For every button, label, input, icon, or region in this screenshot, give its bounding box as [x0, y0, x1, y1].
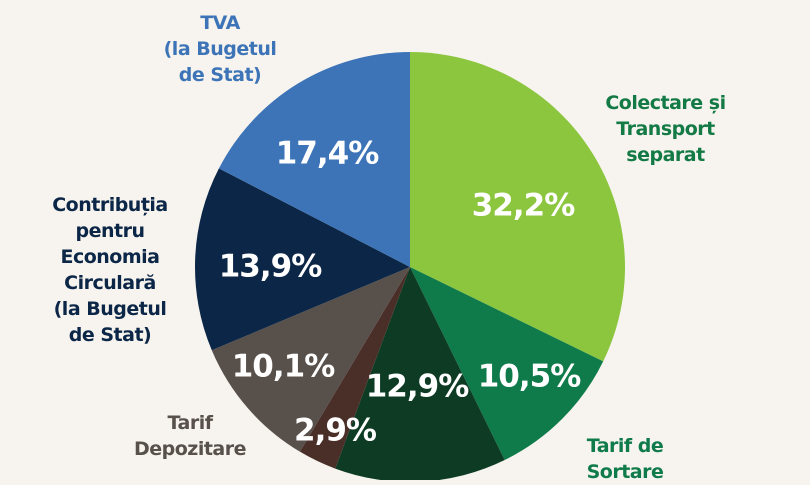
slice-value-label: 13,9% — [219, 249, 322, 285]
slice-category-label-line: de Stat) — [178, 64, 262, 86]
pie-slice — [410, 52, 625, 362]
label-colectare-transport: Colectare și Transport separat — [598, 90, 733, 168]
slice-category-label-line: Depozitare — [133, 438, 247, 460]
slice-category-label-line: Transport — [616, 118, 715, 140]
label-tva: TVA (la Bugetul de Stat) — [140, 10, 300, 88]
slice-category-label-line: TVA — [200, 12, 240, 34]
pie-slice — [410, 267, 604, 461]
slice-category-label-line: separat — [626, 144, 705, 166]
slice-category-label-line: Contribuția — [52, 194, 168, 216]
pie-slice — [335, 267, 505, 480]
slice-category-label-line: Colectare și — [605, 92, 726, 114]
slice-category-label-line: (la Bugetul — [163, 38, 277, 60]
slice-value-label: 12,9% — [366, 369, 469, 405]
pie-slice — [194, 168, 410, 351]
slice-value-label: 10,1% — [232, 349, 335, 385]
slice-category-label-line: pentru — [75, 220, 146, 242]
pie-slice — [211, 267, 410, 452]
slice-category-label-line: (la Bugetul — [53, 298, 167, 320]
slice-value-label: 2,9% — [294, 413, 377, 449]
slice-category-label-line: Tarif — [167, 412, 213, 434]
label-tarif-depozitare: Tarif Depozitare — [115, 410, 265, 462]
slice-category-label-line: Circulară — [64, 272, 156, 294]
slice-value-label: 10,5% — [478, 359, 581, 395]
slice-category-label-line: Tarif de — [586, 435, 664, 457]
pie-slice — [299, 267, 410, 469]
pie-slice — [218, 51, 410, 267]
slice-category-label-line: de Stat) — [68, 324, 152, 346]
label-tarif-sortare: Tarif de Sortare — [570, 433, 680, 485]
slice-value-label: 32,2% — [472, 188, 575, 224]
slice-value-label: 17,4% — [276, 136, 379, 172]
slice-category-label-line: Economia — [60, 246, 160, 268]
slice-category-label-line: Sortare — [586, 461, 664, 483]
label-contributia-economie-circulara: Contribuția pentru Economia Circulară (la Bu… — [30, 192, 190, 348]
